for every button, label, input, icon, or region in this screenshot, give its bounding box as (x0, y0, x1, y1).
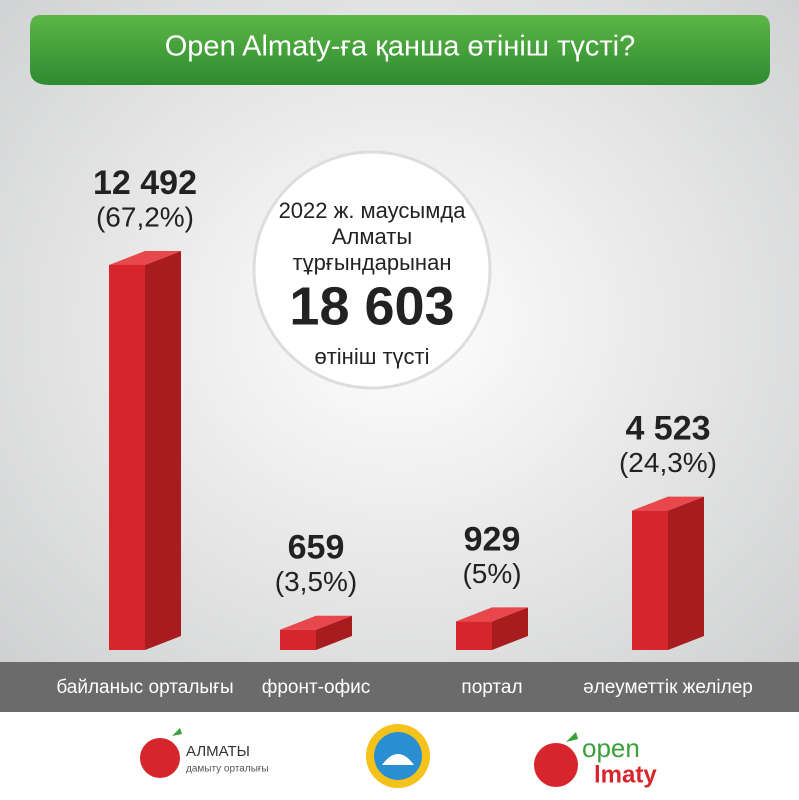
logo-subtext: дамыту орталығы (186, 764, 269, 775)
category-label: әлеуметтік желілер (583, 677, 753, 698)
category-label: фронт-офис (262, 677, 371, 698)
logo-mark (140, 738, 180, 778)
share-label: (67,2%) (96, 201, 194, 232)
bar (456, 621, 492, 650)
annotation-total: 18 603 (289, 276, 454, 336)
logo-mark (534, 743, 578, 787)
share-label: (5%) (462, 558, 521, 589)
title-banner (30, 15, 770, 85)
bar-top (109, 251, 181, 265)
value-label: 659 (288, 529, 345, 567)
bar-side (492, 607, 528, 650)
bar-side (145, 251, 181, 650)
annotation: өтініш түсті (314, 344, 429, 369)
category-label: байланыс орталығы (56, 677, 233, 698)
chart-title: Open Almaty-ға қанша өтініш түсті? (165, 31, 636, 63)
center-circle (252, 150, 492, 390)
bar-side (668, 496, 704, 650)
bar-top (632, 496, 704, 511)
bar (280, 629, 316, 650)
bar (632, 510, 668, 650)
category-strip (0, 662, 799, 712)
value-label: 4 523 (625, 410, 710, 448)
share-label: (3,5%) (275, 566, 357, 597)
logo-leaf (172, 728, 182, 736)
share-label: (24,3%) (619, 447, 717, 478)
annotation: Алматы (332, 224, 412, 249)
bar-top (280, 615, 352, 630)
logo-left: АЛМАТЫ дамыту орталығы (140, 728, 269, 778)
value-label: 929 (464, 520, 521, 558)
logo-text: open (582, 733, 640, 763)
annotation: тұрғындарынан (293, 250, 452, 275)
bar (109, 265, 145, 650)
bar-side (316, 615, 352, 650)
value-label: 12 492 (93, 164, 197, 202)
emblem (366, 724, 430, 788)
bar-top (456, 607, 528, 622)
logo-right: open lmaty (534, 732, 657, 788)
logo-leaf (566, 732, 578, 742)
emblem-figure (382, 754, 414, 765)
category-label: портал (461, 677, 522, 698)
annotation: 2022 ж. маусымда (279, 198, 467, 223)
logo-text: АЛМАТЫ (186, 743, 250, 760)
logo-text: lmaty (594, 761, 657, 788)
